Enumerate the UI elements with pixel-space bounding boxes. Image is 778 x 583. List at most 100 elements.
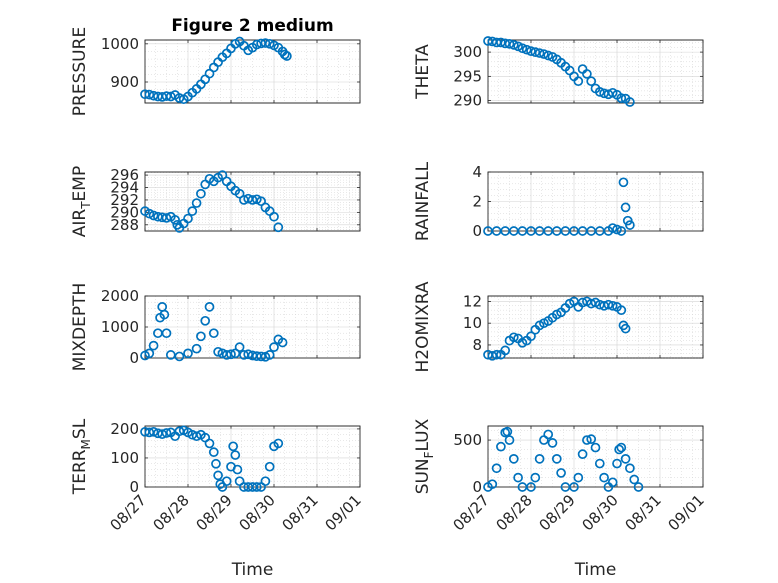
data-point (539, 49, 549, 59)
data-point (191, 343, 202, 354)
data-point (551, 453, 562, 464)
data-point (234, 342, 245, 352)
data-point (277, 337, 288, 348)
data-point (625, 220, 635, 230)
y-tick-label: 100 (110, 449, 139, 467)
subplot-2: 290 295 300 THETA (413, 36, 704, 110)
data-point (264, 38, 275, 49)
data-point (269, 211, 279, 222)
data-point (612, 458, 622, 469)
data-point (508, 453, 519, 464)
subplot-8: 08/27 08/28 08/29 08/30 08/31 09/01 0 500 SUNFLU… (413, 418, 708, 580)
x-tick-label: 08/29 (536, 491, 579, 534)
data-point (165, 350, 176, 360)
data-point (513, 472, 523, 483)
data-point (620, 202, 631, 213)
data-point (269, 342, 279, 352)
data-point (534, 453, 545, 464)
x-axis-label: Time (574, 560, 617, 580)
data-point (530, 472, 541, 483)
y-tick-label: 292 (110, 191, 139, 209)
data-point (625, 463, 635, 474)
data-point (221, 476, 232, 487)
data-point (279, 49, 290, 60)
y-tick-label: 0 (129, 478, 139, 496)
data-point (148, 210, 159, 221)
x-tick-label: 09/01 (322, 491, 365, 534)
data-point (273, 222, 284, 233)
data-point (616, 305, 627, 315)
y-tick-label: 500 (453, 431, 482, 449)
x-tick-label: 08/28 (150, 491, 193, 534)
y-tick-label: 290 (110, 203, 139, 221)
y-tick-label: 296 (110, 166, 139, 184)
data-point (594, 458, 605, 469)
data-point (614, 444, 625, 455)
y-tick-label: 0 (129, 349, 139, 367)
data-point (530, 47, 541, 57)
data-point (260, 38, 271, 48)
x-tick-label: 08/28 (493, 491, 536, 534)
data-point (157, 429, 168, 439)
y-axis-label: THETA (413, 44, 433, 100)
data-point (491, 349, 502, 360)
y-tick-label: 300 (453, 43, 482, 61)
y-tick-label: 1000 (101, 318, 139, 336)
data-point (616, 93, 627, 104)
y-axis-label: SUNFLUX (413, 418, 436, 494)
data-point (586, 434, 597, 444)
data-point (508, 332, 519, 343)
x-tick-label: 09/01 (665, 491, 708, 534)
data-point (607, 477, 618, 488)
data-point (526, 482, 536, 492)
data-point (148, 426, 159, 437)
data-point (569, 482, 579, 492)
data-point (161, 428, 172, 438)
data-point (502, 426, 513, 437)
y-axis-label: PRESSURE (70, 27, 90, 116)
data-point (534, 48, 545, 58)
data-point (521, 44, 532, 55)
subplot-4: 0 2 4 RAINFALL (413, 161, 704, 241)
y-tick-label: 8 (472, 336, 482, 354)
data-point (504, 435, 515, 445)
x-tick-label: 08/30 (236, 491, 279, 534)
data-point (148, 340, 159, 351)
data-point (196, 188, 206, 199)
y-tick-label: 294 (110, 179, 139, 197)
y-tick-label: 900 (110, 73, 139, 91)
data-point (230, 450, 241, 460)
data-point (625, 97, 635, 107)
data-point (487, 479, 498, 490)
data-point (620, 323, 631, 334)
data-point (616, 226, 627, 236)
y-tick-label: 4 (472, 163, 482, 181)
data-point (228, 441, 238, 452)
y-tick-label: 290 (453, 92, 482, 110)
data-point (603, 299, 614, 310)
data-point (144, 89, 155, 100)
subplot-7: 08/27 08/28 08/29 08/30 08/31 09/01 0 100 200 TER… (70, 418, 365, 580)
data-point (213, 470, 223, 481)
data-point (226, 349, 236, 360)
subplot-1: 900 1000 PRESSURE Figure 2 medium (70, 16, 361, 116)
data-point (620, 453, 631, 464)
x-tick-label: 08/30 (579, 491, 622, 534)
y-tick-label: 0 (472, 478, 482, 496)
data-point (204, 302, 215, 312)
data-point (213, 346, 223, 357)
data-point (633, 482, 644, 492)
data-point (491, 463, 502, 474)
data-point (174, 351, 185, 362)
data-point (208, 447, 219, 457)
axes-border (487, 295, 704, 359)
data-point (196, 331, 206, 342)
data-point (517, 43, 528, 54)
x-tick-label: 08/29 (193, 491, 236, 534)
data-point (504, 39, 515, 49)
data-point (170, 214, 180, 225)
data-point (496, 441, 506, 452)
data-point (191, 198, 202, 208)
